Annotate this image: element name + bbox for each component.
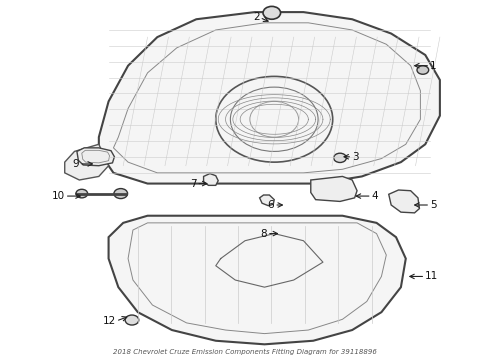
Text: 2018 Chevrolet Cruze Emission Components Fitting Diagram for 39118896: 2018 Chevrolet Cruze Emission Components… bbox=[113, 349, 377, 355]
Circle shape bbox=[125, 315, 139, 325]
Polygon shape bbox=[77, 148, 115, 166]
Text: 7: 7 bbox=[190, 179, 196, 189]
Text: 8: 8 bbox=[260, 229, 267, 239]
Polygon shape bbox=[252, 223, 282, 235]
Circle shape bbox=[76, 189, 88, 198]
Polygon shape bbox=[109, 216, 406, 344]
Polygon shape bbox=[389, 190, 419, 213]
Text: 3: 3 bbox=[352, 152, 359, 162]
Text: 2: 2 bbox=[253, 13, 260, 22]
Circle shape bbox=[263, 6, 281, 19]
Text: 9: 9 bbox=[73, 159, 79, 169]
Polygon shape bbox=[65, 144, 109, 180]
Polygon shape bbox=[311, 176, 357, 202]
Text: 5: 5 bbox=[430, 200, 437, 210]
Text: 1: 1 bbox=[430, 61, 437, 71]
Polygon shape bbox=[203, 174, 218, 185]
Text: 11: 11 bbox=[425, 271, 439, 282]
Polygon shape bbox=[99, 12, 440, 184]
Text: 6: 6 bbox=[268, 200, 274, 210]
Circle shape bbox=[334, 153, 346, 162]
Circle shape bbox=[417, 66, 429, 74]
Text: 10: 10 bbox=[51, 191, 65, 201]
Polygon shape bbox=[260, 195, 274, 206]
Text: 12: 12 bbox=[102, 316, 116, 326]
Text: 4: 4 bbox=[372, 191, 378, 201]
Circle shape bbox=[114, 189, 127, 199]
